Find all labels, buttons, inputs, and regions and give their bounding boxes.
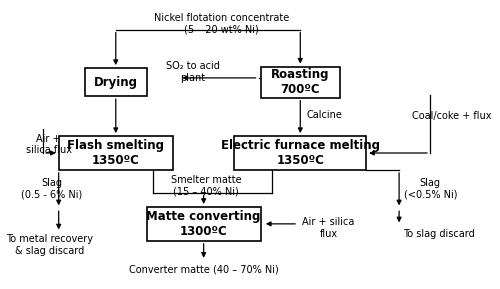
Text: Flash smelting
1350ºC: Flash smelting 1350ºC bbox=[68, 139, 164, 167]
Bar bbox=[146, 207, 260, 241]
Text: Slag
(0.5 - 6% Ni): Slag (0.5 - 6% Ni) bbox=[22, 178, 82, 199]
Text: Drying: Drying bbox=[94, 76, 138, 89]
Text: Smelter matte
(15 – 40% Ni): Smelter matte (15 – 40% Ni) bbox=[170, 175, 242, 197]
Text: Air +
silica flux: Air + silica flux bbox=[26, 134, 72, 155]
Text: Coal/coke + flux: Coal/coke + flux bbox=[412, 111, 492, 121]
Text: Air + silica
flux: Air + silica flux bbox=[302, 217, 355, 239]
Bar bbox=[234, 136, 366, 170]
Text: Converter matte (40 – 70% Ni): Converter matte (40 – 70% Ni) bbox=[129, 264, 278, 274]
Text: To metal recovery
& slag discard: To metal recovery & slag discard bbox=[6, 234, 94, 256]
Text: SO₂ to acid
plant: SO₂ to acid plant bbox=[166, 62, 220, 83]
Text: Roasting
700ºC: Roasting 700ºC bbox=[271, 68, 330, 96]
Bar bbox=[260, 66, 340, 98]
Text: Calcine: Calcine bbox=[307, 110, 342, 120]
Bar bbox=[58, 136, 173, 170]
Text: Nickel flotation concentrate
(5 – 20 wt% Ni): Nickel flotation concentrate (5 – 20 wt%… bbox=[154, 13, 289, 34]
Text: Matte converting
1300ºC: Matte converting 1300ºC bbox=[146, 210, 261, 238]
Text: To slag discard: To slag discard bbox=[404, 229, 475, 239]
Text: Slag
(<0.5% Ni): Slag (<0.5% Ni) bbox=[404, 178, 457, 199]
Bar bbox=[85, 68, 146, 96]
Text: Electric furnace melting
1350ºC: Electric furnace melting 1350ºC bbox=[221, 139, 380, 167]
